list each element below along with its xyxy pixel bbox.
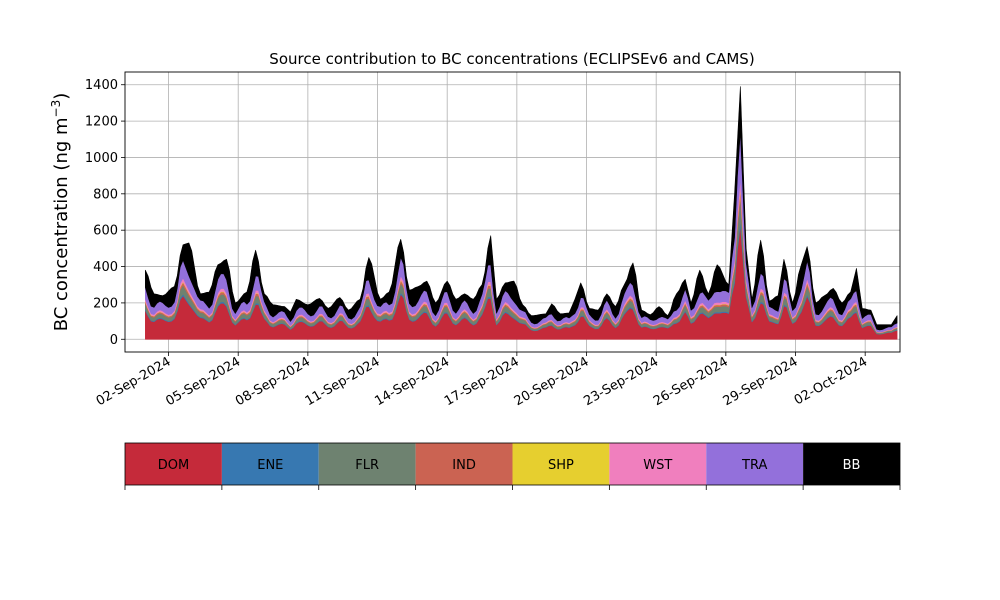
area-bb xyxy=(145,86,898,331)
y-tick-label: 1400 xyxy=(85,78,118,93)
legend-label-flr: FLR xyxy=(355,458,379,473)
y-axis-label-prefix: BC concentration (ng m xyxy=(51,117,72,331)
y-tick-label: 600 xyxy=(93,224,118,239)
y-axis-label-exponent: −3 xyxy=(49,100,63,118)
legend-label-bb: BB xyxy=(843,458,861,473)
legend-label-tra: TRA xyxy=(741,458,767,473)
y-axis-label: BC concentration (ng m−3) xyxy=(49,93,72,332)
y-tick-label: 800 xyxy=(93,187,118,202)
y-tick-label: 200 xyxy=(93,296,118,311)
legend-label-ind: IND xyxy=(452,458,476,473)
legend-swatch-flr xyxy=(318,443,416,485)
legend-swatch-tra xyxy=(706,443,804,485)
legend-swatch-bb xyxy=(803,443,900,485)
y-tick-label: 0 xyxy=(110,333,118,348)
area-layers xyxy=(145,86,898,340)
axes xyxy=(121,71,901,356)
plot-frame xyxy=(124,71,901,353)
y-axis-label-suffix: ) xyxy=(51,93,72,100)
legend-label-wst: WST xyxy=(643,458,672,473)
y-tick-label: 1200 xyxy=(85,115,118,130)
legend-swatch-wst xyxy=(609,443,707,485)
legend-swatch-shp xyxy=(512,443,610,485)
legend-swatch-ene xyxy=(221,443,319,485)
legend-label-ene: ENE xyxy=(257,458,283,473)
legend-frame xyxy=(124,442,901,486)
legend-swatch-ind xyxy=(415,443,513,485)
legend-swatch-dom xyxy=(125,443,222,485)
legend-colorbar: DOM ENE FLR IND SHP WST TRA BB xyxy=(124,442,901,490)
chart-title: Source contribution to BC concentrations… xyxy=(269,50,754,68)
legend-label-shp: SHP xyxy=(548,458,574,473)
y-tick-label: 1000 xyxy=(85,151,118,166)
legend-label-dom: DOM xyxy=(158,458,189,473)
y-tick-label: 400 xyxy=(93,260,118,275)
